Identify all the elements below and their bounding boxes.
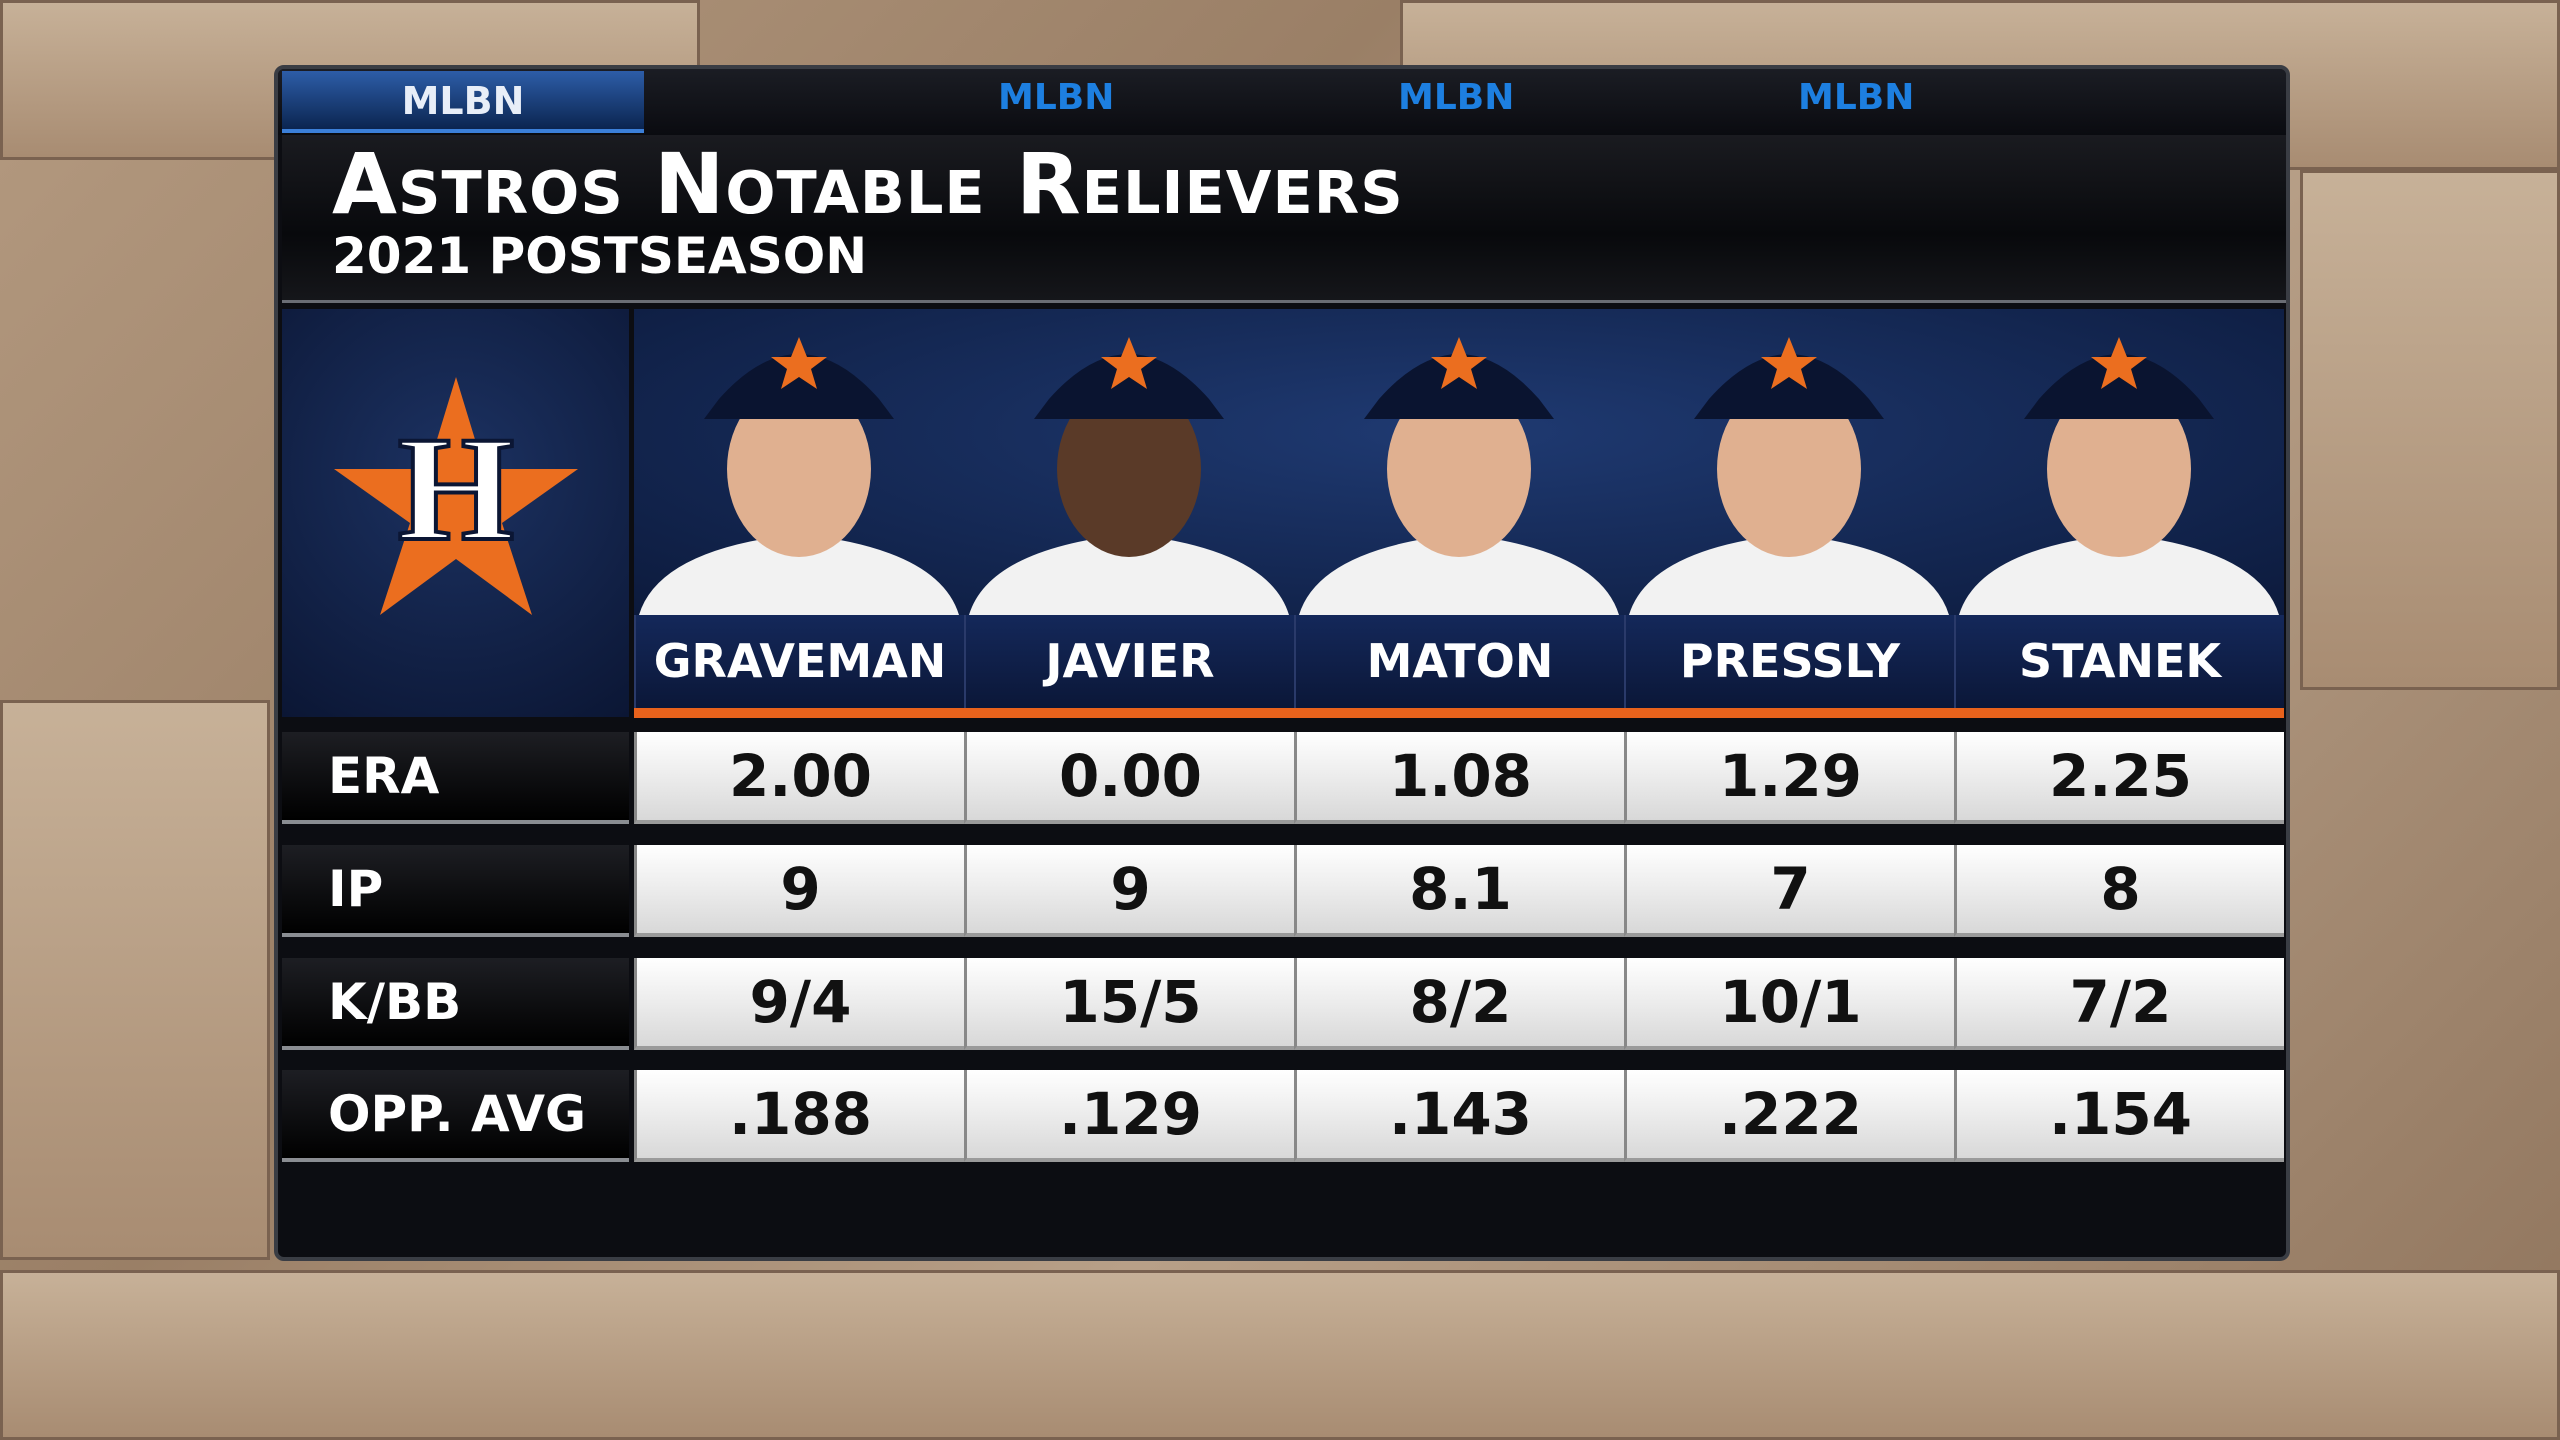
player-figure <box>1959 534 2279 615</box>
player-figure <box>1431 337 1487 389</box>
stat-cell: .188 <box>634 1070 964 1162</box>
stat-cell: 15/5 <box>964 958 1294 1050</box>
player-figure <box>1101 337 1157 389</box>
player-figure <box>1034 354 1224 419</box>
player-name: MATON <box>1294 615 1624 708</box>
stat-cell: 2.00 <box>634 732 964 824</box>
player-figure <box>727 381 871 557</box>
accent-line <box>634 708 2284 718</box>
brand-tab: MLBN <box>1398 77 1515 118</box>
player-figure <box>704 354 894 419</box>
stat-cell: 1.08 <box>1294 732 1624 824</box>
row-label: ERA <box>282 732 629 824</box>
player-figure <box>1629 534 1949 615</box>
name-bar: GRAVEMAN JAVIER MATON PRESSLY STANEK <box>634 615 2284 708</box>
brand-tab: MLBN <box>1798 77 1915 118</box>
player-figure <box>2024 354 2214 419</box>
player-figure <box>1387 381 1531 557</box>
player-figure <box>2047 381 2191 557</box>
stat-cell: 2.25 <box>1954 732 2284 824</box>
player-figure <box>969 534 1289 615</box>
stat-cell: 8 <box>1954 845 2284 937</box>
player-figure <box>1694 354 1884 419</box>
wood-block <box>2300 170 2560 690</box>
stat-cell: .222 <box>1624 1070 1954 1162</box>
subtitle: 2021 Postseason <box>332 227 868 285</box>
brand-tab: MLBN <box>282 71 644 133</box>
row-label: IP <box>282 845 629 937</box>
player-figure <box>1364 354 1554 419</box>
stats-panel: MLBN MLBN MLBN MLBN Astros Notable Relie… <box>274 65 2290 1261</box>
stat-cell: .154 <box>1954 1070 2284 1162</box>
photo-art <box>639 337 2279 615</box>
stat-cell: 8/2 <box>1294 958 1624 1050</box>
stat-cell: 9 <box>964 845 1294 937</box>
team-logo: H <box>282 309 629 717</box>
stat-cell: .129 <box>964 1070 1294 1162</box>
stat-cell: .143 <box>1294 1070 1624 1162</box>
logo-star: H <box>334 377 578 615</box>
wood-block <box>0 1270 2560 1440</box>
player-figure <box>771 337 827 389</box>
title: Astros Notable Relievers <box>332 135 1404 233</box>
wood-block <box>0 700 270 1260</box>
stat-cell: 7 <box>1624 845 1954 937</box>
player-name: GRAVEMAN <box>634 615 964 708</box>
stat-cell: 10/1 <box>1624 958 1954 1050</box>
player-figure <box>1057 381 1201 557</box>
stat-cell: 9/4 <box>634 958 964 1050</box>
row-label: K/BB <box>282 958 629 1050</box>
stat-cell: 7/2 <box>1954 958 2284 1050</box>
player-name: STANEK <box>1954 615 2284 708</box>
svg-text:H: H <box>398 406 515 572</box>
player-figure <box>1761 337 1817 389</box>
player-figure <box>1717 381 1861 557</box>
stat-cell: 0.00 <box>964 732 1294 824</box>
player-name: JAVIER <box>964 615 1294 708</box>
stat-cell: 1.29 <box>1624 732 1954 824</box>
player-name: PRESSLY <box>1624 615 1954 708</box>
player-figure <box>1299 534 1619 615</box>
row-label: OPP. AVG <box>282 1070 629 1162</box>
tab-bar: MLBN MLBN MLBN MLBN <box>278 69 2286 135</box>
title-bar: Astros Notable Relievers 2021 Postseason <box>282 135 2286 303</box>
brand-tab: MLBN <box>998 77 1115 118</box>
player-photos <box>634 309 2284 615</box>
stat-cell: 9 <box>634 845 964 937</box>
player-figure <box>639 534 959 615</box>
stat-cell: 8.1 <box>1294 845 1624 937</box>
player-figure <box>2091 337 2147 389</box>
